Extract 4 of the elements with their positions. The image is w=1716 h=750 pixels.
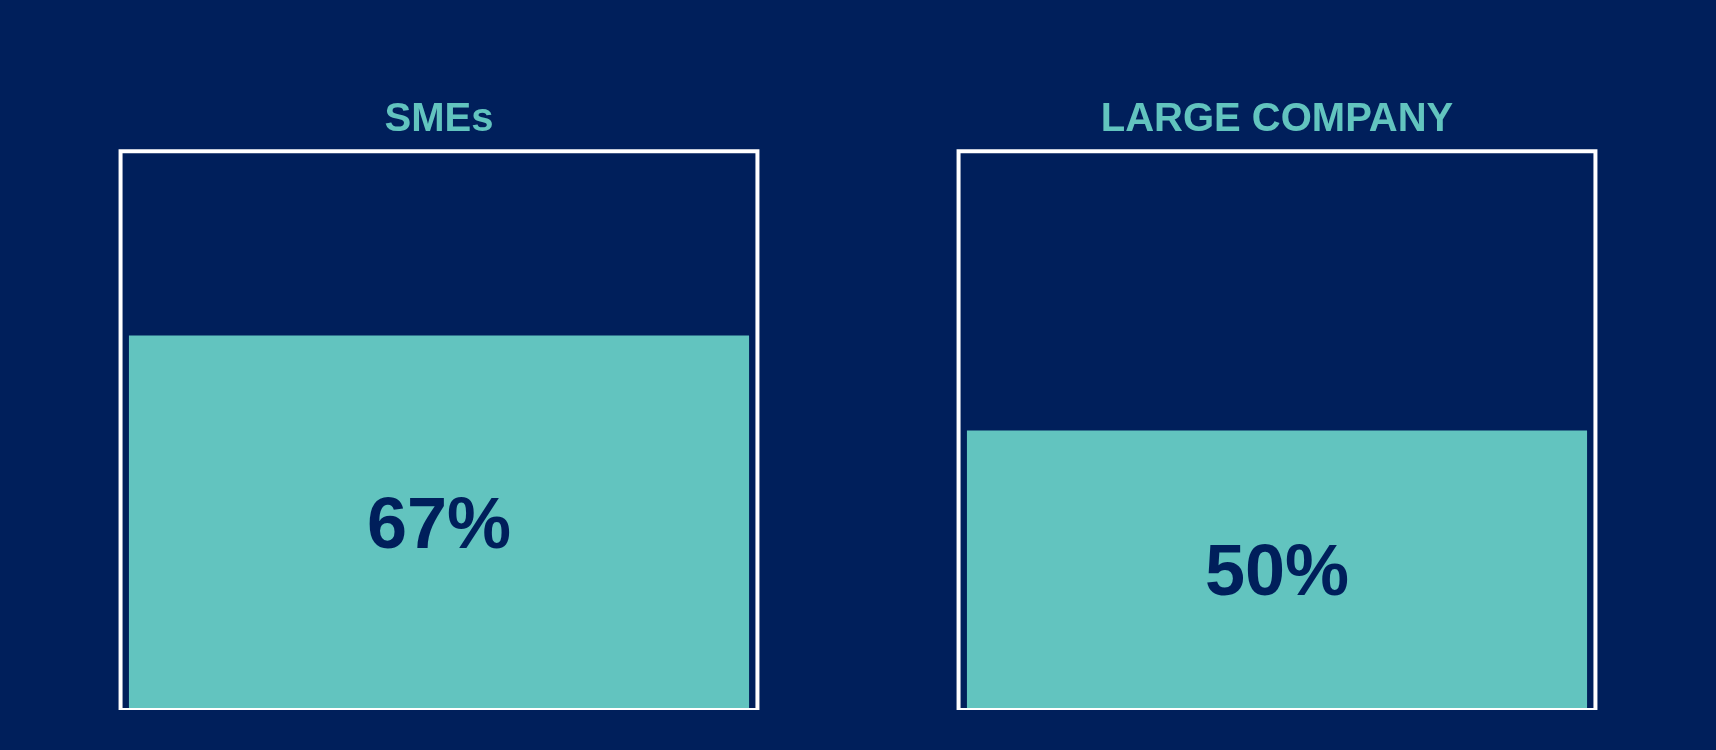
x-tick-label: LARGE COMPANY [1100, 95, 1454, 139]
data-label: 67% [366, 482, 512, 563]
data-label: 50% [1204, 530, 1350, 611]
x-tick-label: SMEs [384, 95, 494, 139]
